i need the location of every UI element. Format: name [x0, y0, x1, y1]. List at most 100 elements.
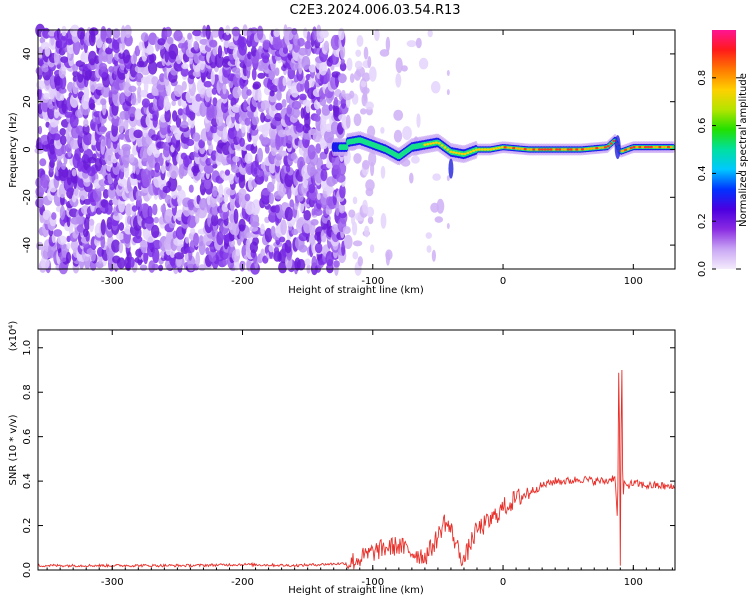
spectrogram-cell	[262, 255, 269, 264]
spectrogram-cell	[72, 39, 81, 55]
spectrogram-cell	[338, 27, 345, 41]
spectrogram-cell	[59, 128, 67, 136]
ridge-peak	[578, 148, 582, 151]
spectrogram-cell	[108, 90, 113, 98]
ridge-peak	[669, 145, 673, 149]
ridge-peak	[664, 145, 668, 149]
spectrogram-cell	[79, 188, 88, 201]
spectrogram-cell	[257, 89, 262, 103]
spectrogram-cell	[326, 196, 333, 207]
ridge-core	[671, 145, 675, 150]
ridge-peak	[629, 146, 633, 150]
spectrogram-cell	[367, 125, 376, 138]
spectrogram-cell	[321, 104, 331, 116]
spectrogram-cell	[343, 234, 353, 250]
ridge-peak	[575, 148, 579, 151]
spectrogram-cell	[121, 143, 132, 152]
spectrogram-cell	[40, 41, 50, 50]
spectrogram-cell	[446, 175, 450, 182]
spectrogram-cell	[37, 56, 45, 67]
spectrogram-cell	[211, 87, 218, 95]
spectrogram-cell	[89, 27, 99, 37]
spectrogram-cell	[118, 241, 124, 254]
spectrogram-cell	[211, 29, 220, 38]
spectrogram-cell	[348, 209, 356, 218]
spectrogram-cell	[95, 261, 104, 269]
spectrogram-cell	[353, 153, 362, 164]
spectrogram-cell	[116, 232, 125, 241]
spectrogram-cell	[264, 227, 273, 243]
spectrogram-cell	[244, 193, 251, 202]
spectrogram-cell	[337, 73, 347, 84]
spectrogram-cell	[122, 49, 131, 64]
ridge-peak	[609, 142, 613, 145]
ridge-peak	[443, 146, 447, 149]
spectrogram-cell	[218, 183, 224, 198]
ridge-peak	[515, 147, 519, 150]
spectrogram-cell	[352, 251, 359, 260]
spectrogram-cell	[251, 199, 261, 214]
spectrogram-cell	[319, 29, 329, 39]
spectrogram-cell	[164, 48, 169, 63]
spectrogram-cell	[231, 67, 241, 74]
spectrogram-cell	[368, 66, 377, 82]
spectrogram-cell	[245, 238, 251, 253]
spectrogram-cell	[365, 179, 375, 192]
spectrogram-cell	[165, 134, 172, 143]
ridge-peak	[543, 148, 547, 151]
ridge-peak	[457, 152, 461, 155]
spectrogram-cell	[81, 50, 91, 63]
spectrogram-cell	[216, 231, 224, 246]
spectrogram-cell	[385, 36, 391, 52]
spectrogram-cell	[331, 224, 340, 233]
spectrogram-cell	[251, 68, 257, 81]
spectrogram-cell	[141, 65, 151, 76]
y-tick-label: 0.8	[22, 384, 33, 400]
spectrogram-cell	[148, 32, 158, 46]
spectrogram-cell	[118, 222, 125, 231]
spectrogram-cell	[83, 132, 93, 146]
spectrogram-cell	[380, 213, 387, 229]
spectrogram-cell	[393, 109, 404, 121]
spectrogram-cell	[446, 89, 450, 96]
spectrogram-cell	[244, 152, 253, 164]
snr-x-axis: -300 -200 -100 0 100	[46, 330, 673, 588]
spectrogram-cell	[281, 99, 287, 108]
spectrogram-cell	[319, 97, 327, 107]
spectrogram-cell	[306, 31, 311, 43]
spectrogram-cell	[368, 151, 377, 167]
spectrogram-cell	[72, 75, 78, 82]
spectrogram-cell	[99, 62, 107, 71]
spectrogram-cell	[70, 139, 80, 150]
spectrogram-cell	[221, 140, 231, 156]
spectrogram-cell	[333, 260, 340, 268]
spectrogram-cell	[266, 181, 275, 193]
spectrogram-cell	[118, 117, 124, 134]
spectrogram-cell	[199, 102, 208, 117]
spectrogram-cell	[260, 223, 265, 235]
spectrogram-cell	[326, 219, 331, 230]
spectrogram-cell	[152, 203, 158, 216]
spectrogram-cell	[291, 100, 302, 110]
ridge-peak	[437, 142, 441, 145]
spectrogram-x-axis: -300 -200 -100 0 100	[101, 30, 643, 287]
spectrogram-cell	[144, 216, 155, 224]
spectrogram-cell	[169, 164, 179, 179]
ridge-peak	[477, 148, 481, 151]
spectrogram-cell	[187, 32, 193, 40]
spectrogram-cell	[432, 173, 441, 181]
spectrogram-cell	[138, 41, 144, 51]
spectrogram-cell	[111, 239, 121, 253]
x-tick-label: -200	[231, 577, 254, 588]
spectrogram-cell	[250, 46, 257, 57]
spectrogram-cell	[357, 256, 363, 267]
spectrogram-cell	[77, 27, 86, 40]
spectrogram-cell	[409, 172, 414, 184]
spectrogram-cell	[92, 153, 97, 161]
spectrogram-cell	[140, 32, 149, 42]
ridge-peak	[558, 148, 562, 151]
spectrogram-cell	[336, 173, 346, 183]
spectrogram-cell	[369, 244, 375, 254]
snr-y-axis: 0.0 0.2 0.4 0.6 0.8 1.0	[22, 340, 675, 578]
spectrogram-cell	[195, 251, 200, 267]
